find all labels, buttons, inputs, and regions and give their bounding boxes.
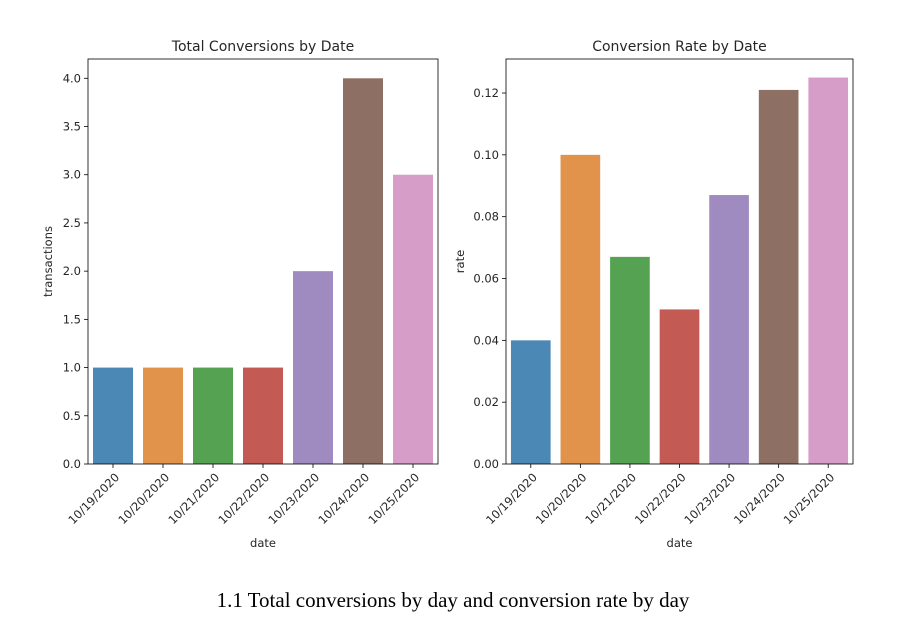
bar bbox=[293, 271, 333, 464]
x-tick-label: 10/24/2020 bbox=[731, 470, 788, 527]
x-tick-label: 10/23/2020 bbox=[681, 470, 738, 527]
y-axis-label: transactions bbox=[41, 226, 55, 297]
y-tick-label: 3.0 bbox=[63, 168, 81, 182]
y-tick-label: 0.10 bbox=[473, 148, 499, 162]
x-tick-label: 10/19/2020 bbox=[65, 470, 122, 527]
bar bbox=[610, 256, 650, 464]
y-tick-label: 0.0 bbox=[63, 457, 81, 471]
x-tick-label: 10/20/2020 bbox=[115, 470, 172, 527]
y-tick-label: 4.0 bbox=[63, 71, 81, 85]
bar bbox=[343, 78, 383, 465]
y-tick-label: 1.5 bbox=[63, 312, 81, 326]
x-axis-label: date bbox=[667, 536, 693, 550]
y-tick-label: 2.0 bbox=[63, 264, 81, 278]
x-tick-label: 10/24/2020 bbox=[315, 470, 372, 527]
bar bbox=[193, 367, 233, 464]
bar bbox=[243, 367, 283, 464]
x-axis-label: date bbox=[250, 536, 276, 550]
bar bbox=[808, 77, 849, 464]
bar bbox=[510, 340, 551, 464]
bar bbox=[758, 89, 799, 465]
y-tick-label: 0.12 bbox=[473, 86, 499, 100]
y-tick-label: 0.00 bbox=[473, 457, 499, 471]
bar bbox=[93, 367, 133, 464]
x-tick-label: 10/25/2020 bbox=[365, 470, 422, 527]
x-tick-label: 10/22/2020 bbox=[215, 470, 272, 527]
y-tick-label: 0.08 bbox=[473, 210, 499, 224]
figure-caption: 1.1 Total conversions by day and convers… bbox=[216, 588, 690, 612]
bar bbox=[709, 195, 749, 465]
bar bbox=[659, 309, 700, 464]
bar bbox=[143, 367, 183, 464]
y-tick-label: 0.06 bbox=[473, 272, 499, 286]
x-tick-label: 10/23/2020 bbox=[265, 470, 322, 527]
bar bbox=[393, 174, 433, 464]
x-tick-label: 10/25/2020 bbox=[781, 470, 838, 527]
x-tick-label: 10/22/2020 bbox=[632, 470, 689, 527]
y-tick-label: 0.04 bbox=[473, 333, 499, 347]
x-tick-label: 10/21/2020 bbox=[165, 470, 222, 527]
chart-title: Total Conversions by Date bbox=[171, 39, 354, 55]
x-tick-label: 10/20/2020 bbox=[533, 470, 590, 527]
y-axis-label: rate bbox=[453, 250, 467, 273]
y-tick-label: 1.0 bbox=[63, 361, 81, 375]
y-tick-label: 2.5 bbox=[63, 216, 81, 230]
y-tick-label: 0.5 bbox=[63, 409, 81, 423]
chart-conversion-rate: 0.000.020.040.060.080.100.1210/19/202010… bbox=[453, 39, 854, 550]
x-tick-label: 10/19/2020 bbox=[483, 470, 540, 527]
y-tick-label: 0.02 bbox=[473, 395, 499, 409]
y-tick-label: 3.5 bbox=[63, 120, 81, 134]
x-tick-label: 10/21/2020 bbox=[582, 470, 639, 527]
chart-title: Conversion Rate by Date bbox=[592, 39, 767, 55]
chart-total-conversions: 0.00.51.01.52.02.53.03.54.010/19/202010/… bbox=[41, 39, 439, 550]
bar bbox=[560, 154, 601, 464]
